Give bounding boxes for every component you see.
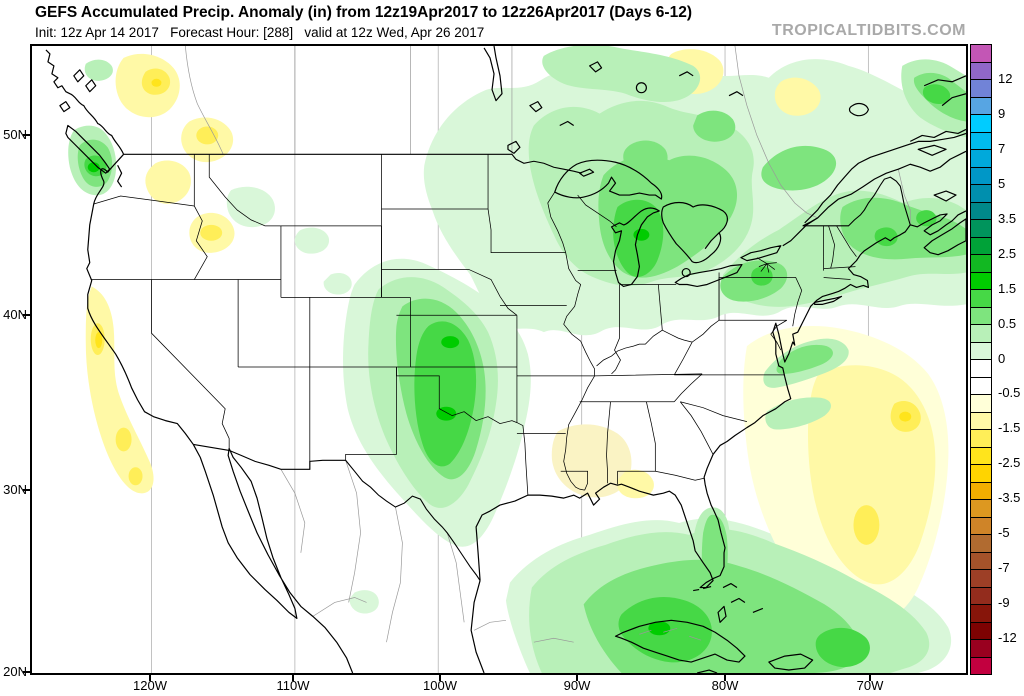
colorbar [970, 44, 992, 675]
lon-tick [439, 675, 441, 681]
shade-neg-alabama [551, 424, 632, 498]
shade-neg-1p5 [90, 68, 921, 545]
colorbar-tick-label: -2.5 [998, 455, 1021, 471]
colorbar-tick-label: -12 [998, 630, 1017, 646]
colorbar-cell [971, 360, 991, 378]
colorbar-cell [971, 447, 991, 465]
lat-tick [23, 314, 30, 316]
colorbar-cell [971, 517, 991, 535]
colorbar-cell [971, 430, 991, 448]
coastline-layer [45, 46, 966, 673]
colorbar-cell [971, 482, 991, 500]
colorbar-cell [971, 605, 991, 623]
colorbar-cell [971, 255, 991, 273]
colorbar-cell [971, 307, 991, 325]
colorbar-cell [971, 290, 991, 308]
state-borders-layer [90, 154, 857, 496]
lon-tick [576, 675, 578, 681]
colorbar-tick-label: 9 [998, 105, 1006, 121]
init-forecast-line: Init: 12z Apr 14 2017 Forecast Hour: [28… [35, 25, 485, 40]
colorbar-cell [971, 97, 991, 115]
colorbar-cell [971, 220, 991, 238]
lon-label-110w: 110W [276, 678, 310, 693]
colorbar-cell [971, 657, 991, 674]
colorbar-tick-label: 0.5 [998, 315, 1017, 331]
colorbar-labels: 12 9 7 5 3.5 2.5 1.5 0.5 0 -0.5 -1.5 -2.5 -3.5 -5 -7 -9… [998, 44, 1024, 675]
colorbar-tick-label: -3.5 [998, 490, 1021, 506]
colorbar-cell [971, 465, 991, 483]
colorbar-cell [971, 237, 991, 255]
colorbar-tick-label: 1.5 [998, 280, 1017, 296]
colorbar-tick-label: -9 [998, 595, 1010, 611]
anomaly-shading-layer [68, 46, 966, 673]
colorbar-tick-label: 12 [998, 70, 1013, 86]
colorbar-cell [971, 185, 991, 203]
colorbar-tick-label: 5 [998, 175, 1006, 191]
lat-label-20n: 20N [3, 664, 27, 679]
shade-neg-2 [95, 78, 912, 422]
colorbar-cell [971, 377, 991, 395]
colorbar-tick-label: -5 [998, 525, 1010, 541]
watermark-tropicaltidbits: TROPICALTIDBITS.COM [771, 22, 966, 39]
colorbar-cell [971, 150, 991, 168]
lon-label-90w: 90W [563, 678, 591, 693]
lon-tick [724, 675, 726, 681]
colorbar-cell [971, 412, 991, 430]
lon-tick [149, 675, 151, 681]
lat-label-50n: 50N [3, 127, 27, 142]
colorbar-cell [971, 500, 991, 518]
colorbar-cell [971, 535, 991, 553]
lon-label-100w: 100W [423, 678, 457, 693]
anomaly-map-svg [45, 46, 966, 673]
lat-tick [23, 671, 30, 673]
colorbar-tick-label: 3.5 [998, 210, 1017, 226]
colorbar-cell [971, 80, 991, 98]
colorbar-tick-label: -7 [998, 560, 1010, 576]
admin-borders-gray-layer [184, 46, 911, 643]
colorbar-cell [971, 45, 991, 63]
colorbar-cell [971, 132, 991, 150]
colorbar-cell [971, 62, 991, 80]
colorbar-cell [971, 395, 991, 413]
colorbar-tick-label: -1.5 [998, 420, 1021, 436]
lon-label-120w: 120W [133, 678, 167, 693]
colorbar-cell [971, 552, 991, 570]
colorbar-cell [971, 167, 991, 185]
lon-label-80w: 80W [711, 678, 739, 693]
colorbar-cell [971, 587, 991, 605]
lat-label-30n: 30N [3, 482, 27, 497]
colorbar-cell [971, 272, 991, 290]
lat-tick [23, 489, 30, 491]
colorbar-cell [971, 115, 991, 133]
colorbar-cell [971, 325, 991, 343]
colorbar-tick-label: 0 [998, 350, 1006, 366]
lat-label-40n: 40N [3, 307, 27, 322]
colorbar-cell [971, 342, 991, 360]
page-title: GEFS Accumulated Precip. Anomaly (in) fr… [35, 4, 692, 21]
colorbar-tick-label: -0.5 [998, 385, 1021, 401]
colorbar-cell [971, 622, 991, 640]
colorbar-cell [971, 202, 991, 220]
colorbar-tick-label: 7 [998, 140, 1006, 156]
lon-tick [292, 675, 294, 681]
lon-label-70w: 70W [856, 678, 884, 693]
colorbar-cell [971, 570, 991, 588]
colorbar-cell [971, 640, 991, 658]
lat-tick [23, 134, 30, 136]
colorbar-tick-label: 2.5 [998, 245, 1017, 261]
lon-tick [869, 675, 871, 681]
map-plot-area [30, 44, 968, 675]
